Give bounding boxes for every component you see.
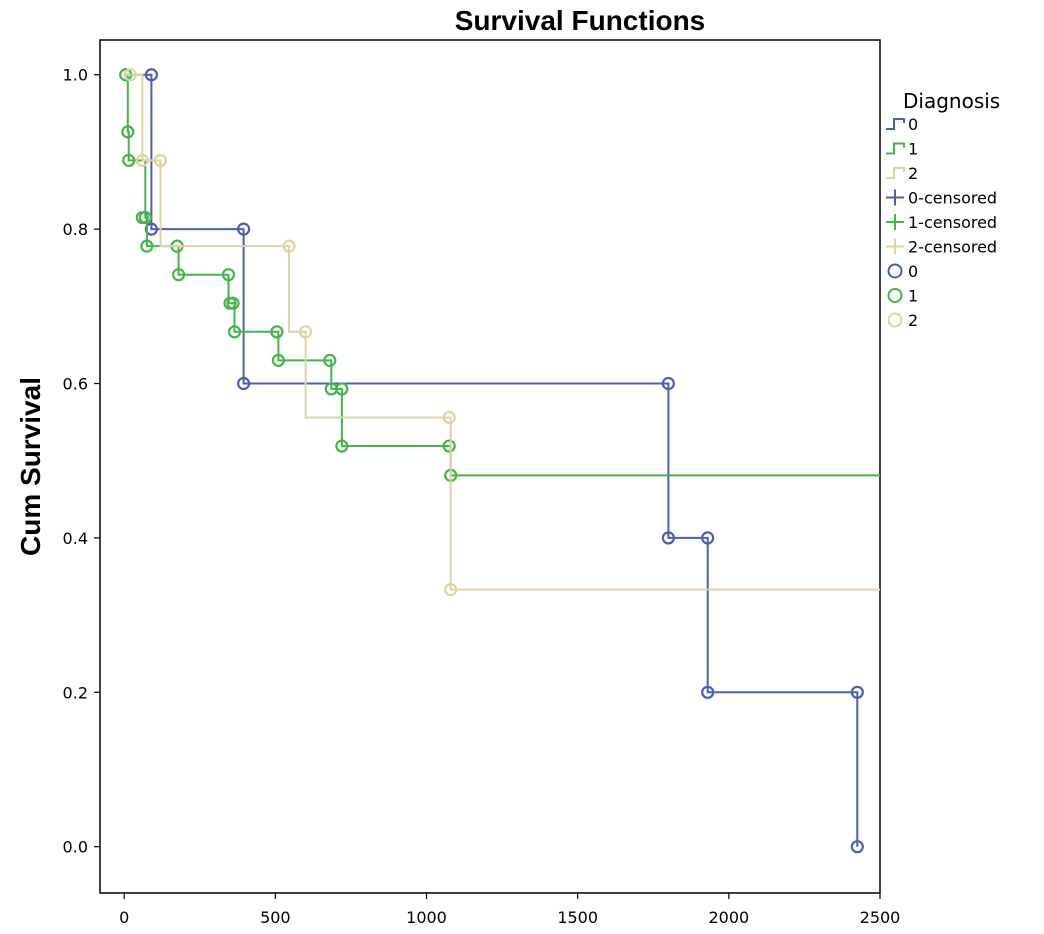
series-1-event-marker bbox=[221, 268, 236, 282]
y-tick-label: 0.4 bbox=[63, 529, 88, 548]
series-1-event-marker bbox=[323, 353, 337, 367]
legend-entry-line-0: 0 bbox=[886, 115, 918, 134]
series-1-event-marker bbox=[226, 296, 240, 310]
legend-entry-label: 1-censored bbox=[908, 213, 997, 232]
legend-entry-cross-2-censored: 2-censored bbox=[886, 238, 997, 257]
legend-circle-swatch bbox=[887, 312, 903, 328]
legend-entry-line-2: 2 bbox=[886, 164, 918, 183]
series-1-event-marker bbox=[271, 353, 285, 367]
series-1-event-marker bbox=[227, 325, 242, 339]
legend: Diagnosis 0 1 2 0-censored 1-censored 2-censo… bbox=[886, 89, 1000, 330]
y-tick-label: 0.2 bbox=[63, 683, 88, 702]
legend-entry-label: 0-censored bbox=[908, 189, 997, 208]
series-2-event-marker bbox=[135, 153, 149, 168]
series-2-event-marker bbox=[442, 410, 456, 425]
legend-entry-line-1: 1 bbox=[886, 140, 918, 159]
series-0-event-marker bbox=[850, 685, 864, 699]
series-2-event-marker bbox=[298, 325, 313, 339]
legend-entry-label: 0 bbox=[908, 262, 918, 281]
series-0-event-marker bbox=[850, 840, 864, 854]
legend-circle-swatch bbox=[887, 263, 903, 279]
series-0-event-marker bbox=[661, 531, 675, 545]
series-0-event-marker bbox=[237, 222, 251, 236]
series-0-event-marker bbox=[144, 222, 158, 236]
legend-line-swatch bbox=[886, 167, 905, 179]
series-2-event-marker bbox=[282, 239, 296, 253]
series-0-event-marker bbox=[701, 685, 715, 699]
y-tick-label: 0.0 bbox=[63, 838, 88, 857]
legend-circle-swatch bbox=[887, 288, 903, 303]
legend-entry-circle-1: 1 bbox=[887, 287, 918, 306]
axis-ticks: 0.0 0.2 0.4 0.6 0.8 1.0 0 500 1000 1500 2000 2500 bbox=[63, 66, 901, 927]
series-2-event-marker bbox=[444, 583, 458, 597]
legend-line-swatch bbox=[886, 118, 905, 130]
legend-entry-label: 2 bbox=[908, 311, 918, 330]
legend-entry-circle-2: 2 bbox=[887, 311, 918, 330]
series-0-event-marker bbox=[144, 68, 158, 82]
plot-frame bbox=[99, 39, 881, 894]
y-tick-label: 1.0 bbox=[63, 66, 88, 85]
series-1-event-marker bbox=[335, 382, 349, 396]
legend-line-swatch bbox=[886, 142, 905, 155]
y-tick-label: 0.6 bbox=[63, 375, 88, 394]
x-tick-label: 2500 bbox=[860, 908, 901, 927]
x-tick-label: 500 bbox=[260, 908, 291, 927]
series-0-event-marker bbox=[661, 376, 675, 391]
series-1-event-marker bbox=[442, 439, 456, 453]
legend-entry-label: 0 bbox=[908, 115, 918, 134]
y-axis-label: Cum Survival bbox=[15, 377, 46, 556]
legend-entry-cross-0-censored: 0-censored bbox=[886, 189, 997, 208]
series-1-event-marker bbox=[270, 325, 284, 339]
y-tick-label: 0.8 bbox=[63, 220, 88, 239]
x-tick-label: 0 bbox=[119, 908, 129, 927]
legend-entry-label: 1 bbox=[908, 140, 918, 159]
series-layer bbox=[119, 68, 880, 854]
series-1-line bbox=[124, 73, 880, 477]
series-1-event-marker bbox=[138, 210, 152, 225]
series-2-event-marker bbox=[153, 153, 168, 168]
series-1-event-marker bbox=[140, 239, 154, 253]
legend-entry-circle-0: 0 bbox=[887, 262, 918, 281]
series-1-event-marker bbox=[172, 268, 186, 282]
x-tick-label: 1500 bbox=[557, 908, 598, 927]
series-2-event-marker bbox=[123, 68, 137, 82]
series-1-event-marker bbox=[122, 153, 136, 168]
series-1-event-marker bbox=[335, 439, 349, 453]
legend-title: Diagnosis bbox=[903, 89, 1000, 113]
legend-entry-cross-1-censored: 1-censored bbox=[886, 213, 997, 232]
x-tick-label: 2000 bbox=[708, 908, 749, 927]
chart-title: Survival Functions bbox=[455, 5, 706, 36]
x-tick-label: 1000 bbox=[406, 908, 447, 927]
series-2-line bbox=[124, 73, 880, 591]
series-0-event-marker bbox=[237, 376, 251, 391]
legend-entry-label: 2 bbox=[908, 164, 918, 183]
series-1-event-marker bbox=[121, 125, 135, 139]
series-0-event-marker bbox=[701, 531, 715, 545]
legend-entry-label: 2-censored bbox=[908, 238, 997, 257]
legend-entry-label: 1 bbox=[908, 287, 918, 306]
series-0-line bbox=[124, 73, 859, 847]
